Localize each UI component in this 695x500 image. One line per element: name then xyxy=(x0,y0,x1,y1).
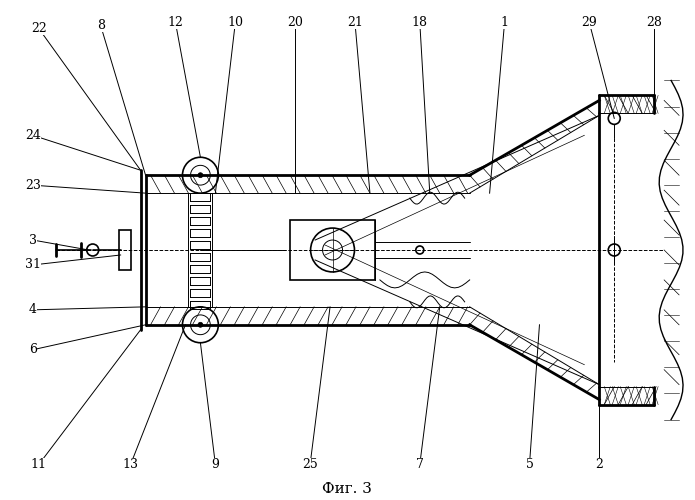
Circle shape xyxy=(198,172,203,178)
Circle shape xyxy=(198,322,203,328)
Text: 18: 18 xyxy=(412,16,428,29)
Text: 21: 21 xyxy=(347,16,363,29)
Text: 13: 13 xyxy=(122,458,138,471)
Text: 29: 29 xyxy=(582,16,597,29)
Bar xyxy=(119,230,131,270)
Circle shape xyxy=(183,158,218,193)
Text: 22: 22 xyxy=(31,22,47,35)
Text: 3: 3 xyxy=(29,234,37,246)
Text: 24: 24 xyxy=(25,129,41,142)
Text: 2: 2 xyxy=(596,458,603,471)
Text: 20: 20 xyxy=(287,16,303,29)
Bar xyxy=(290,220,375,280)
Text: 8: 8 xyxy=(97,19,105,32)
Text: 28: 28 xyxy=(646,16,662,29)
Text: 23: 23 xyxy=(25,178,41,192)
Circle shape xyxy=(608,244,620,256)
Text: Фиг. 3: Фиг. 3 xyxy=(322,482,372,496)
Text: 31: 31 xyxy=(25,258,41,272)
Circle shape xyxy=(416,246,424,254)
Text: 25: 25 xyxy=(302,458,318,471)
Text: 7: 7 xyxy=(416,458,424,471)
Text: 11: 11 xyxy=(31,458,47,471)
Text: 5: 5 xyxy=(525,458,534,471)
Text: 6: 6 xyxy=(29,343,37,356)
Bar xyxy=(188,193,213,307)
Text: 1: 1 xyxy=(500,16,509,29)
Text: 9: 9 xyxy=(211,458,220,471)
Circle shape xyxy=(183,307,218,342)
Circle shape xyxy=(608,112,620,124)
Text: 4: 4 xyxy=(29,304,37,316)
Text: 12: 12 xyxy=(167,16,183,29)
Circle shape xyxy=(311,228,354,272)
Text: 10: 10 xyxy=(227,16,243,29)
